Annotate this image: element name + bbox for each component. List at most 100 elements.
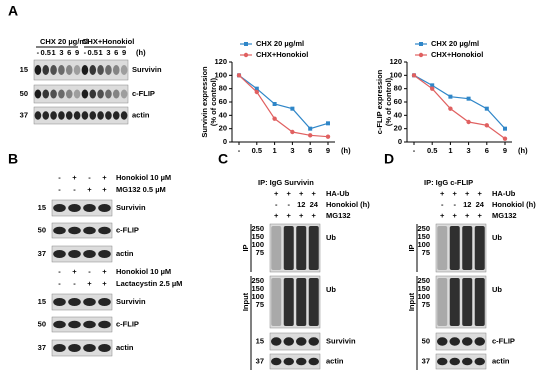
section-label: Input [407,292,416,311]
blot-band [81,65,89,75]
mw-marker: 250 [417,276,430,285]
sign: - [58,279,61,288]
point [254,86,259,91]
blot-band [81,89,89,99]
blot-band [34,111,42,120]
blot-strip [51,222,113,239]
panel-label: C [218,151,228,167]
blot-strip [269,353,321,370]
y-tick-label: 100 [389,70,402,79]
x-tick-label: 0.5 [252,146,262,155]
lane-label: - [37,48,40,57]
sign: + [87,279,92,288]
blot-band [65,89,73,99]
x-tick-label: 9 [326,146,330,155]
point [466,96,471,101]
sign: + [102,185,107,194]
blot-band [474,357,485,366]
mw-marker: 75 [422,248,430,257]
ip-label: IP: IgG c-FLIP [424,178,473,187]
sign: - [88,267,91,276]
sign: - [58,173,61,182]
y-axis-label: (% of control) [209,77,218,126]
band-label: actin [116,249,134,258]
sign: + [478,211,483,220]
x-tick-label: 6 [308,146,312,155]
blot-band [81,111,89,120]
sign: + [102,267,107,276]
y-tick-label: 40 [219,110,227,119]
blot-smear [437,226,448,270]
y-tick-label: 0 [398,137,402,146]
blot-band [308,337,319,346]
treatment-label: HA-Ub [492,189,516,198]
point [290,129,295,135]
band-label: Ub [492,285,502,294]
sign: - [275,200,278,209]
section-label: IP [407,244,416,251]
lane-label: 3 [59,48,63,57]
sign: 12 [463,200,471,209]
point [325,134,331,139]
band-label: c-FLIP [116,319,139,328]
mw-marker: 100 [417,292,430,301]
blot-band [271,337,282,346]
y-tick-label: 120 [214,57,227,66]
sign: + [274,211,279,220]
blot-band [474,337,485,346]
blot-band [283,337,294,346]
condition-label: CHX+Honokiol [82,37,134,46]
y-tick-label: 100 [214,70,227,79]
treatment-label: MG132 [492,211,517,220]
sign: + [478,189,483,198]
sign: + [102,173,107,182]
point [484,106,489,111]
blot-band [98,344,111,352]
band-label: Survivin [116,203,146,212]
sign: + [287,211,292,220]
mw-marker: 15 [256,336,264,345]
lane-label: 0.5 [88,48,98,57]
treatment-label: Honokiol 10 µM [116,267,171,276]
sign: - [441,200,444,209]
sign: - [58,267,61,276]
blot-band [89,111,97,120]
section-label: Input [241,292,250,311]
x-tick-label: 9 [503,146,507,155]
legend-label: CHX 20 µg/ml [256,39,304,48]
lane-label: 3 [106,48,110,57]
series-line [413,74,506,140]
blot-band [308,357,319,366]
treatment-label: MG132 0.5 µM [116,185,166,194]
mw-marker: 37 [256,356,264,365]
mw-marker: 50 [38,319,46,328]
mw-marker: 250 [251,224,264,233]
mw-marker: 37 [20,110,28,119]
blot-band [462,337,473,346]
point [502,136,508,141]
blot-band [34,65,42,75]
band-label: Survivin [116,297,146,306]
blot-band [105,65,112,75]
mw-marker: 100 [417,240,430,249]
x-tick-label: 6 [485,146,489,155]
blot-band [58,89,65,99]
blot-strip [51,316,113,333]
x-tick-label: - [238,146,241,155]
blot-band [53,298,66,306]
band-label: c-FLIP [116,225,139,234]
mw-marker: 50 [38,225,46,234]
lane-label: 1 [51,48,55,57]
blot-band [112,111,120,120]
blot-smear [474,278,485,326]
blot-strip [51,199,113,217]
lane-label: - [84,48,87,57]
point [430,86,435,91]
point [430,83,435,88]
mw-marker: 37 [38,249,46,258]
blot-strip [33,106,129,125]
sign: + [72,267,77,276]
blot-strip [435,353,487,370]
blot-band [42,65,50,75]
